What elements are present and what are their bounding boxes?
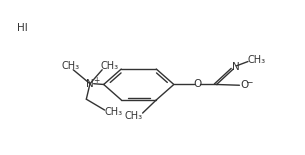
Text: HI: HI: [17, 23, 27, 33]
Text: CH₃: CH₃: [61, 61, 79, 71]
Text: O: O: [240, 80, 249, 90]
Text: CH₃: CH₃: [104, 107, 122, 117]
Text: N: N: [232, 62, 240, 72]
Text: +: +: [93, 76, 99, 85]
Text: CH₃: CH₃: [125, 111, 143, 122]
Text: O: O: [193, 80, 202, 89]
Text: CH₃: CH₃: [101, 61, 119, 71]
Text: N: N: [86, 79, 94, 89]
Text: CH₃: CH₃: [247, 55, 266, 65]
Text: −: −: [246, 78, 253, 87]
